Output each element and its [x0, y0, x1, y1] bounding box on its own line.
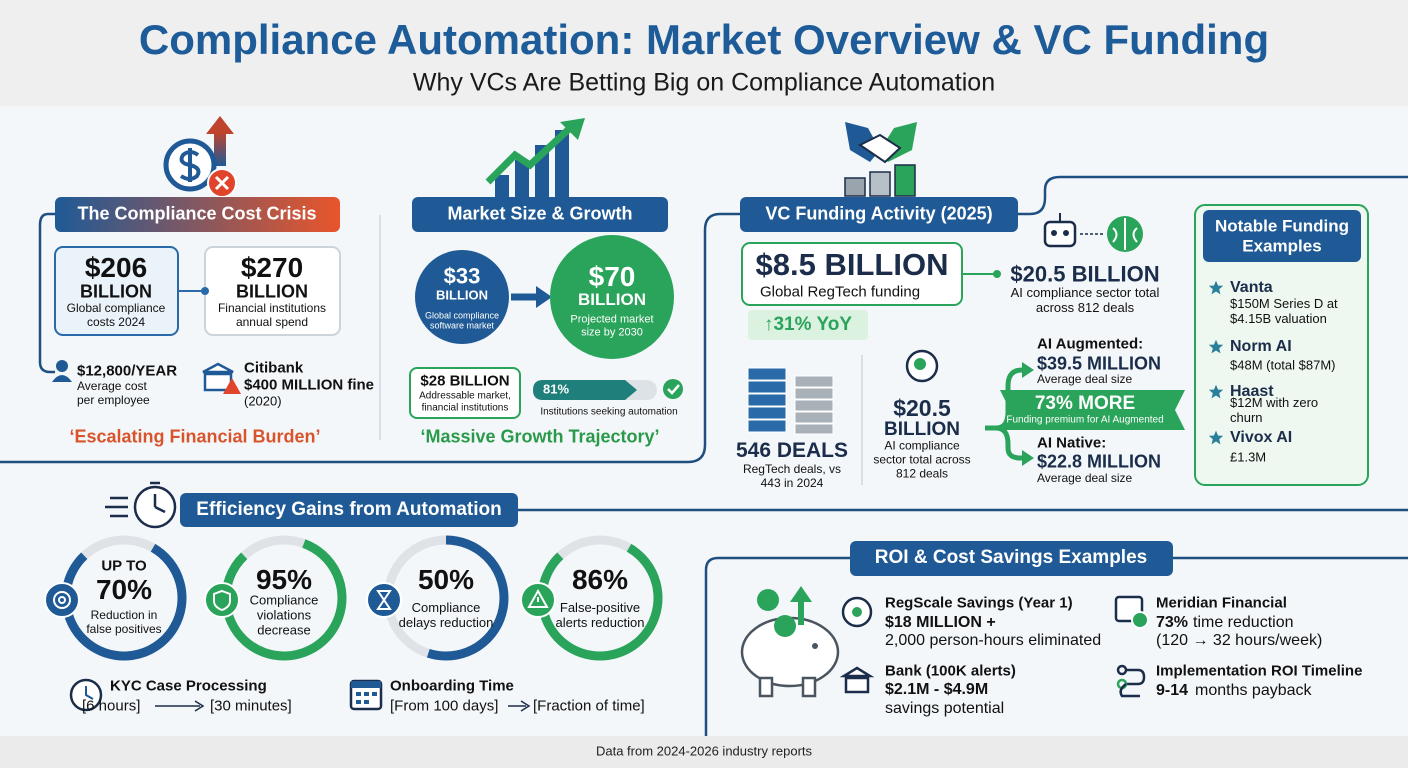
bank-line1: $2.1M - $4.9M: [885, 680, 989, 698]
market-heading: Market Size & Growth: [447, 203, 633, 224]
seeking-desc: Institutions seeking automation: [540, 406, 678, 418]
meridian-line2: (120 → 32 hours/week): [1156, 631, 1323, 649]
fi-spend-desc: Financial institutions annual spend: [217, 301, 327, 329]
gauges-desc: False-positive alerts reduction: [555, 600, 645, 630]
timeline-line1-rest: months payback: [1195, 681, 1312, 699]
native-value: $22.8 MILLION: [1037, 451, 1162, 472]
header-title: Compliance Automation: Market Overview &…: [138, 15, 1270, 63]
items-name: Haast: [1230, 382, 1274, 400]
gauges-value: 70%: [95, 573, 153, 605]
citibank-fine: $400 MILLION fine: [244, 376, 375, 394]
onboarding-from: [From 100 days]: [390, 697, 499, 715]
total-value: $8.5 BILLION: [755, 247, 949, 283]
fi-spend-value: $270: [240, 251, 304, 283]
meridian-title: Meridian Financial: [1156, 594, 1287, 612]
ai-center-desc: AI compliance sector total across 812 de…: [873, 438, 971, 480]
gauges-desc: Reduction in false positives: [86, 608, 162, 636]
augmented-desc: Average deal size: [1037, 372, 1133, 387]
cost-crisis-tagline: ‘Escalating Financial Burden’: [69, 426, 321, 447]
current-desc: Global compliance software market: [424, 310, 500, 331]
premium-value: 73% MORE: [1034, 393, 1136, 415]
onboarding-title: Onboarding Time: [390, 677, 514, 695]
regscale-title: RegScale Savings (Year 1): [885, 594, 1073, 612]
deals-desc: RegTech deals, vs 443 in 2024: [742, 462, 842, 490]
augmented-label: AI Augmented:: [1037, 335, 1144, 353]
footer-note: Data from 2024-2026 industry reports: [595, 743, 813, 759]
regscale-line1: $18 MILLION +: [885, 613, 996, 631]
gauges-value: 95%: [255, 563, 313, 595]
items-name: Vivox AI: [1230, 428, 1293, 446]
current-value: $33: [443, 263, 481, 289]
fi-spend-unit: BILLION: [236, 281, 308, 302]
gauges-desc: Compliance violations decrease: [249, 592, 319, 638]
total-desc: Global RegTech funding: [759, 283, 921, 301]
ai-center-unit: BILLION: [884, 419, 960, 441]
items-detail: $48M (total $87M): [1230, 357, 1336, 373]
native-label: AI Native:: [1037, 434, 1107, 452]
items-name: Vanta: [1230, 278, 1273, 296]
citibank-name: Citibank: [244, 359, 304, 377]
items-detail: £1.3M: [1230, 449, 1267, 465]
vc-yoy: ↑31% YoY: [763, 314, 853, 336]
projected-unit: BILLION: [578, 290, 646, 310]
gauges-value: 50%: [417, 563, 475, 595]
global-costs-value: $206: [84, 251, 148, 283]
header-subtitle: Why VCs Are Betting Big on Compliance Au…: [412, 68, 996, 97]
notable-heading: Notable Funding Examples: [1214, 216, 1350, 255]
augmented-value: $39.5 MILLION: [1037, 353, 1162, 374]
timeline-title: Implementation ROI Timeline: [1156, 662, 1363, 680]
gauges-desc: Compliance delays reduction: [398, 600, 494, 630]
kyc-title: KYC Case Processing: [110, 677, 267, 695]
efficiency-heading: Efficiency Gains from Automation: [196, 499, 502, 521]
timeline-line1-bold: 9-14: [1156, 681, 1189, 699]
global-costs-unit: BILLION: [80, 281, 152, 302]
kyc-to: [30 minutes]: [210, 697, 292, 715]
meridian-line1-bold: 73%: [1156, 613, 1189, 631]
items-name: Norm AI: [1230, 337, 1292, 355]
regscale-line2: 2,000 person-hours eliminated: [885, 631, 1102, 649]
addressable-value: $28 BILLION: [420, 372, 510, 390]
onboarding-to: [Fraction of time]: [533, 697, 645, 715]
bank-line2: savings potential: [885, 699, 1005, 717]
per-employee-value: $12,800/YEAR: [77, 362, 178, 380]
ai-sector-desc: AI compliance sector total across 812 de…: [1010, 285, 1160, 315]
per-employee-desc: Average cost per employee: [77, 379, 150, 407]
native-desc: Average deal size: [1037, 471, 1133, 486]
addressable-desc: Addressable market, financial institutio…: [419, 390, 511, 414]
vc-heading: VC Funding Activity (2025): [765, 203, 993, 224]
deals-value: 546 DEALS: [735, 438, 849, 462]
gauges-prefix: UP TO: [101, 557, 147, 575]
projected-desc: Projected market size by 2030: [570, 313, 654, 338]
bank-title: Bank (100K alerts): [885, 662, 1016, 680]
market-tagline: ‘Massive Growth Trajectory’: [420, 426, 660, 447]
citibank-year: (2020): [244, 393, 282, 409]
kyc-from: [6 hours]: [82, 697, 141, 715]
current-unit: BILLION: [436, 287, 488, 303]
seeking-percent: 81%: [542, 381, 570, 397]
items-detail: $12M with zero churn: [1230, 395, 1319, 425]
roi-heading: ROI & Cost Savings Examples: [874, 547, 1148, 569]
ai-sector-value: $20.5 BILLION: [1010, 261, 1160, 287]
gauges-value: 86%: [571, 563, 629, 595]
global-costs-desc: Global compliance costs 2024: [66, 301, 166, 329]
ai-center-value: $20.5: [893, 394, 951, 421]
items-detail: $150M Series D at $4.15B valuation: [1230, 296, 1338, 326]
premium-desc: Funding premium for AI Augmented: [1006, 414, 1164, 426]
meridian-line1-rest: time reduction: [1193, 613, 1294, 631]
projected-value: $70: [588, 260, 636, 292]
cost-crisis-heading: The Compliance Cost Crisis: [77, 203, 317, 224]
